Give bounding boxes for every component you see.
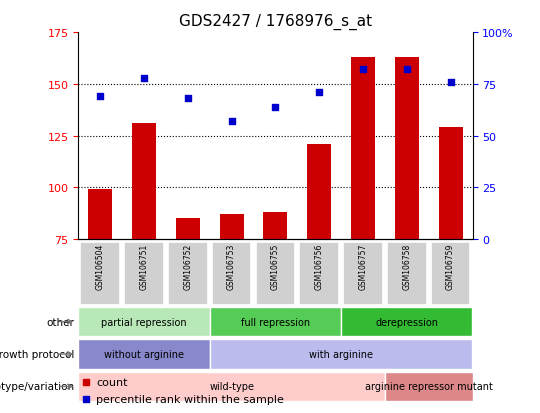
Bar (88, 190, 112, 240)
Point (359, 67, 367, 74)
Bar (431, 242, 470, 305)
Bar (80, 242, 120, 305)
Text: GSM106757: GSM106757 (359, 244, 368, 290)
Bar (168, 242, 207, 305)
Bar (395, 58, 419, 240)
Point (227, 119, 236, 125)
Bar (385, 372, 472, 401)
Bar (212, 242, 251, 305)
Text: GSM106752: GSM106752 (183, 244, 192, 290)
Bar (351, 58, 375, 240)
Text: partial repression: partial repression (101, 317, 187, 327)
Text: arginine repressor mutant: arginine repressor mutant (364, 382, 492, 392)
Text: GSM106758: GSM106758 (402, 244, 411, 290)
Point (271, 104, 280, 111)
Text: GSM106504: GSM106504 (96, 244, 105, 290)
Bar (264, 213, 287, 240)
Bar (300, 242, 339, 305)
Bar (78, 372, 385, 401)
Point (402, 67, 411, 74)
Bar (124, 242, 164, 305)
Text: wild-type: wild-type (209, 382, 254, 392)
Point (140, 75, 149, 82)
Text: without arginine: without arginine (104, 349, 184, 359)
Text: GSM106751: GSM106751 (139, 244, 148, 290)
Text: with arginine: with arginine (309, 349, 373, 359)
Text: GSM106755: GSM106755 (271, 244, 280, 290)
Bar (220, 215, 244, 240)
Text: genotype/variation: genotype/variation (0, 382, 75, 392)
Bar (341, 307, 472, 337)
Bar (438, 128, 463, 240)
Bar (387, 242, 427, 305)
Text: count: count (96, 377, 127, 387)
Text: other: other (46, 317, 75, 327)
Bar (78, 307, 210, 337)
Bar (78, 339, 210, 369)
Text: derepression: derepression (375, 317, 438, 327)
Text: growth protocol: growth protocol (0, 349, 75, 359)
Point (82, 395, 91, 402)
Point (184, 96, 192, 102)
Bar (176, 219, 200, 240)
Bar (307, 145, 331, 240)
Bar (343, 242, 383, 305)
Point (96, 94, 105, 100)
Point (315, 90, 323, 96)
Text: percentile rank within the sample: percentile rank within the sample (96, 394, 284, 404)
Text: GSM106753: GSM106753 (227, 244, 236, 290)
Title: GDS2427 / 1768976_s_at: GDS2427 / 1768976_s_at (179, 14, 372, 30)
Bar (210, 339, 472, 369)
Point (82, 379, 91, 385)
Bar (132, 124, 156, 240)
Text: GSM106756: GSM106756 (315, 244, 323, 290)
Text: full repression: full repression (241, 317, 310, 327)
Bar (210, 307, 341, 337)
Point (446, 79, 455, 86)
Bar (256, 242, 295, 305)
Text: GSM106759: GSM106759 (446, 244, 455, 290)
